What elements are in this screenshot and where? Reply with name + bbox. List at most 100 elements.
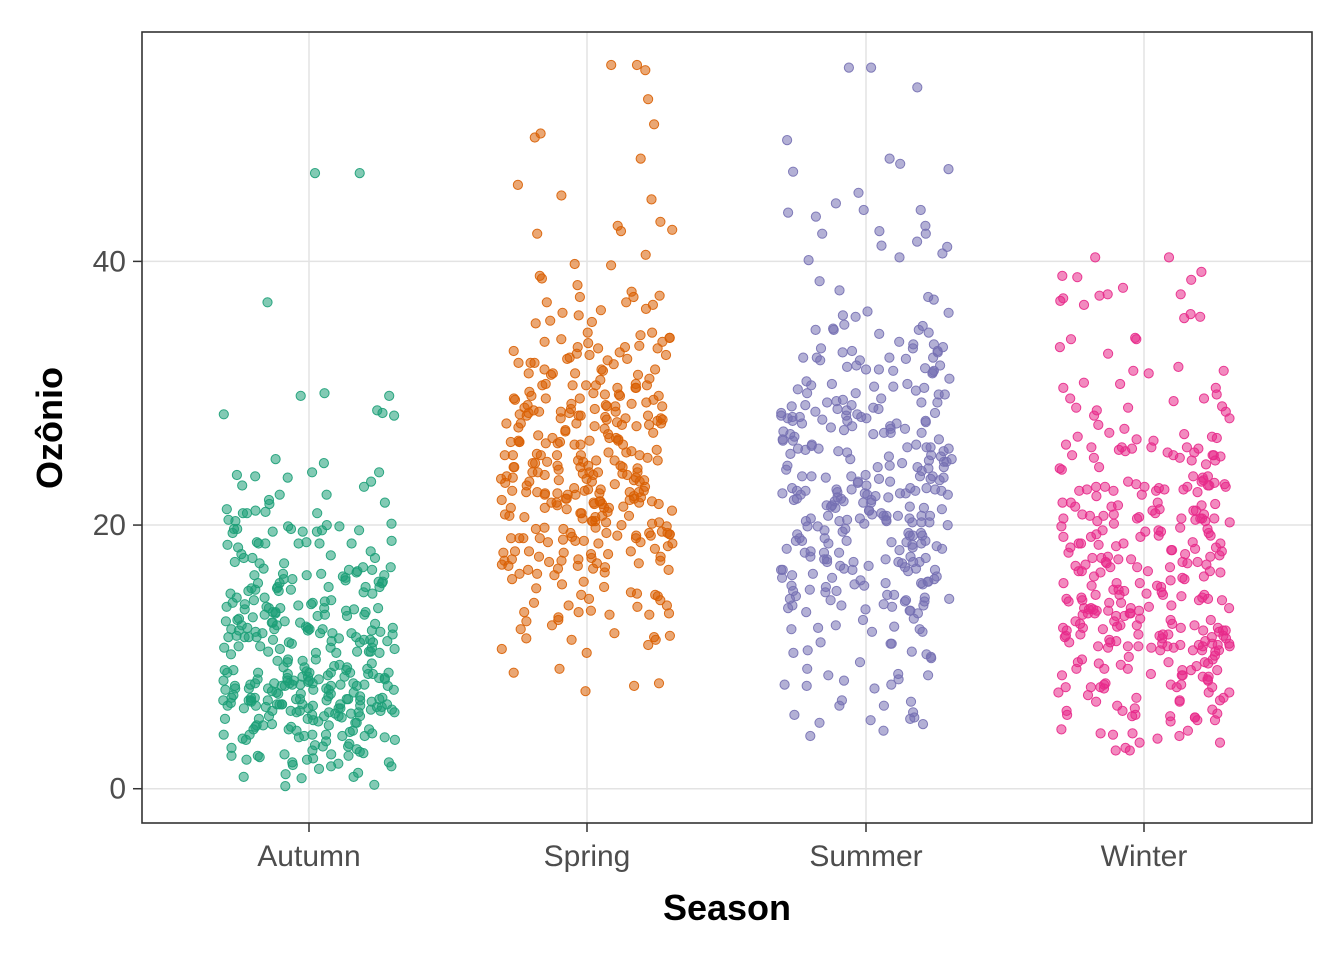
data-point-summer bbox=[924, 510, 936, 521]
data-point-summer bbox=[914, 471, 926, 482]
data-point-spring bbox=[521, 480, 532, 491]
data-point-autumn bbox=[223, 514, 234, 525]
data-point-spring bbox=[505, 436, 516, 448]
data-point-spring bbox=[597, 498, 608, 510]
data-point-autumn bbox=[321, 736, 332, 747]
data-point-winter bbox=[1104, 427, 1115, 438]
data-point-summer bbox=[918, 502, 930, 513]
data-point-summer bbox=[819, 554, 830, 565]
data-point-winter bbox=[1179, 574, 1190, 585]
data-point-spring bbox=[601, 527, 612, 539]
data-point-winter bbox=[1108, 518, 1120, 529]
data-point-summer bbox=[805, 730, 816, 742]
data-point-spring bbox=[549, 570, 560, 581]
data-point-spring bbox=[589, 403, 600, 415]
data-point-spring bbox=[580, 686, 591, 697]
data-point-spring bbox=[514, 436, 525, 448]
data-point-winter bbox=[1056, 464, 1067, 475]
data-point-winter bbox=[1206, 431, 1218, 442]
data-point-autumn bbox=[358, 481, 370, 492]
data-point-spring bbox=[533, 551, 545, 562]
data-point-spring bbox=[664, 630, 676, 641]
data-point-winter bbox=[1136, 489, 1147, 500]
data-point-winter bbox=[1086, 442, 1097, 453]
data-point-autumn bbox=[229, 680, 240, 692]
data-point-spring bbox=[523, 546, 535, 557]
data-point-winter bbox=[1067, 450, 1078, 461]
data-point-spring bbox=[534, 270, 545, 281]
data-point-autumn bbox=[301, 537, 312, 548]
data-point-winter bbox=[1073, 566, 1084, 577]
data-point-spring bbox=[615, 460, 626, 471]
data-point-spring bbox=[629, 680, 640, 692]
data-point-spring bbox=[564, 352, 575, 363]
data-point-winter bbox=[1148, 435, 1159, 446]
data-point-autumn bbox=[307, 467, 318, 478]
data-point-winter bbox=[1091, 491, 1102, 502]
data-point-summer bbox=[923, 291, 934, 303]
data-point-winter bbox=[1192, 715, 1203, 726]
data-point-winter bbox=[1200, 516, 1211, 527]
data-point-spring bbox=[654, 290, 665, 301]
data-point-summer bbox=[942, 520, 953, 531]
data-point-autumn bbox=[238, 703, 249, 714]
data-point-summer bbox=[801, 607, 812, 618]
data-point-summer bbox=[895, 158, 906, 169]
data-point-winter bbox=[1198, 625, 1209, 636]
data-point-spring bbox=[540, 438, 551, 449]
data-point-spring bbox=[514, 409, 525, 420]
data-point-spring bbox=[666, 505, 678, 516]
data-point-autumn bbox=[355, 700, 366, 711]
data-point-spring bbox=[642, 410, 654, 421]
data-point-autumn bbox=[313, 763, 325, 775]
data-point-spring bbox=[527, 458, 538, 469]
data-point-summer bbox=[832, 403, 843, 415]
data-point-winter bbox=[1219, 479, 1230, 490]
data-point-autumn bbox=[285, 584, 296, 595]
data-point-autumn bbox=[299, 730, 310, 742]
data-point-summer bbox=[777, 488, 788, 499]
data-point-autumn bbox=[351, 567, 362, 578]
data-point-autumn bbox=[245, 679, 256, 690]
data-point-winter bbox=[1099, 679, 1110, 690]
data-point-spring bbox=[652, 591, 663, 602]
data-point-spring bbox=[625, 546, 636, 557]
data-point-summer bbox=[911, 439, 922, 450]
data-point-summer bbox=[842, 361, 853, 372]
data-point-winter bbox=[1131, 479, 1142, 490]
data-point-winter bbox=[1196, 266, 1207, 277]
data-point-spring bbox=[612, 382, 623, 393]
data-point-winter bbox=[1115, 659, 1126, 670]
data-point-spring bbox=[498, 547, 509, 558]
data-point-spring bbox=[639, 475, 650, 486]
data-point-spring bbox=[647, 518, 658, 529]
data-point-autumn bbox=[233, 625, 244, 636]
data-point-spring bbox=[579, 485, 590, 496]
data-point-summer bbox=[907, 530, 919, 541]
data-point-spring bbox=[631, 59, 643, 71]
data-point-autumn bbox=[329, 661, 340, 672]
data-point-summer bbox=[796, 535, 808, 547]
data-point-spring bbox=[615, 226, 627, 237]
data-point-winter bbox=[1124, 745, 1135, 756]
data-point-spring bbox=[534, 406, 545, 417]
data-point-summer bbox=[846, 345, 858, 357]
data-point-summer bbox=[884, 460, 895, 471]
data-point-autumn bbox=[333, 758, 344, 769]
data-point-autumn bbox=[373, 603, 384, 614]
data-point-winter bbox=[1181, 442, 1193, 453]
data-point-summer bbox=[856, 411, 867, 423]
data-point-autumn bbox=[367, 668, 378, 680]
data-point-spring bbox=[532, 228, 543, 239]
data-point-autumn bbox=[260, 538, 271, 549]
data-point-winter bbox=[1057, 497, 1068, 508]
data-point-spring bbox=[616, 520, 627, 531]
data-point-winter bbox=[1186, 274, 1197, 285]
data-point-summer bbox=[938, 472, 949, 483]
data-point-winter bbox=[1132, 562, 1143, 573]
data-point-summer bbox=[837, 310, 849, 321]
data-point-autumn bbox=[316, 525, 328, 536]
data-point-autumn bbox=[221, 601, 232, 612]
data-point-winter bbox=[1099, 663, 1110, 674]
data-point-spring bbox=[546, 497, 557, 508]
